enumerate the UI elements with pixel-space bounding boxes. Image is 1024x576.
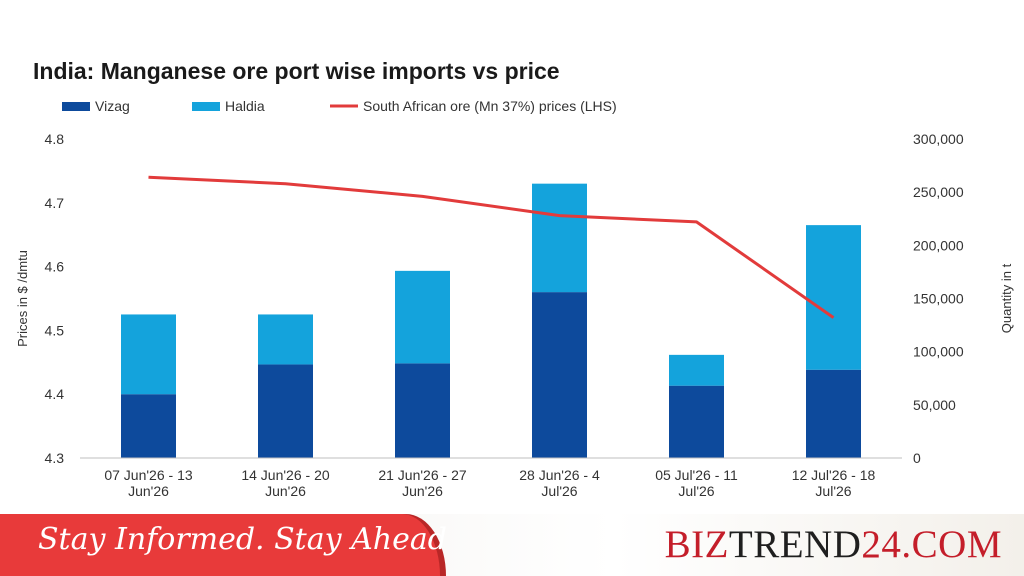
legend-label-2: South African ore (Mn 37%) prices (LHS) [363,98,617,114]
bar-vizag-2 [395,363,450,458]
x-tick-2-line-0: 21 Jun'26 - 27 [378,467,467,483]
x-tick-1-line-0: 14 Jun'26 - 20 [241,467,330,483]
x-tick-0-line-1: Jun'26 [128,483,169,499]
bar-vizag-5 [806,369,861,458]
left-axis-label: Prices in $ /dmtu [15,250,30,347]
x-tick-5-line-0: 12 Jul'26 - 18 [792,467,876,483]
chart-legend: Vizag Haldia South African ore (Mn 37%) pr… [62,98,617,114]
x-tick-3-line-0: 28 Jun'26 - 4 [519,467,600,483]
right-tick-1: 50,000 [913,397,956,413]
x-tick-4-line-1: Jul'26 [678,483,714,499]
x-tick-3-line-1: Jul'26 [541,483,577,499]
bar-vizag-1 [258,364,313,458]
bar-haldia-2 [395,270,450,364]
chart-title: India: Manganese ore port wise imports v… [33,58,560,84]
footer-tagline: Stay Informed. Stay Ahead [38,522,447,557]
left-tick-5: 4.8 [45,131,65,147]
right-axis: 0 50,000 100,000 150,000 200,000 250,000 300,0… [913,131,1014,466]
price-line [148,175,835,319]
brand-part-1: BIZ [664,523,729,566]
right-tick-5: 250,000 [913,184,964,200]
brand-part-3: 24.COM [861,523,1002,566]
x-tick-0-line-0: 07 Jun'26 - 13 [104,467,193,483]
bar-vizag-0 [121,394,176,458]
legend-swatch-0 [62,102,90,111]
legend-label-0: Vizag [95,98,130,114]
legend-label-1: Haldia [225,98,265,114]
footer-banner: Stay Informed. Stay Ahead BIZTREND24.COM [0,514,1024,576]
chart-bars [121,183,861,458]
x-tick-1-line-1: Jun'26 [265,483,306,499]
x-tick-4-line-0: 05 Jul'26 - 11 [655,467,738,483]
brand-logo[interactable]: BIZTREND24.COM [665,522,1002,567]
x-tick-5-line-1: Jul'26 [815,483,851,499]
right-tick-4: 200,000 [913,237,964,253]
brand-part-2: TREND [728,523,862,566]
right-tick-6: 300,000 [913,131,964,147]
left-tick-2: 4.5 [45,322,65,338]
bar-haldia-1 [258,314,313,365]
bar-haldia-4 [669,354,724,386]
right-tick-3: 150,000 [913,291,964,307]
bar-vizag-3 [532,292,587,458]
price-line-path [148,175,835,319]
right-tick-0: 0 [913,450,921,466]
bar-haldia-3 [532,183,587,293]
left-tick-0: 4.3 [45,450,65,466]
left-tick-3: 4.6 [45,259,65,275]
chart-plot: Vizag Haldia South African ore (Mn 37%) pr… [15,98,1014,499]
right-axis-label: Quantity in t [999,263,1014,333]
bar-haldia-0 [121,314,176,395]
left-axis: 4.3 4.4 4.5 4.6 4.7 4.8 Prices in $ /dmtu [15,131,64,466]
bar-haldia-5 [806,225,861,370]
footer-ribbon: Stay Informed. Stay Ahead [0,514,447,576]
bar-vizag-4 [669,385,724,458]
left-tick-1: 4.4 [45,386,65,402]
x-tick-2-line-1: Jun'26 [402,483,443,499]
left-tick-4: 4.7 [45,195,65,211]
right-tick-2: 100,000 [913,344,964,360]
legend-swatch-1 [192,102,220,111]
